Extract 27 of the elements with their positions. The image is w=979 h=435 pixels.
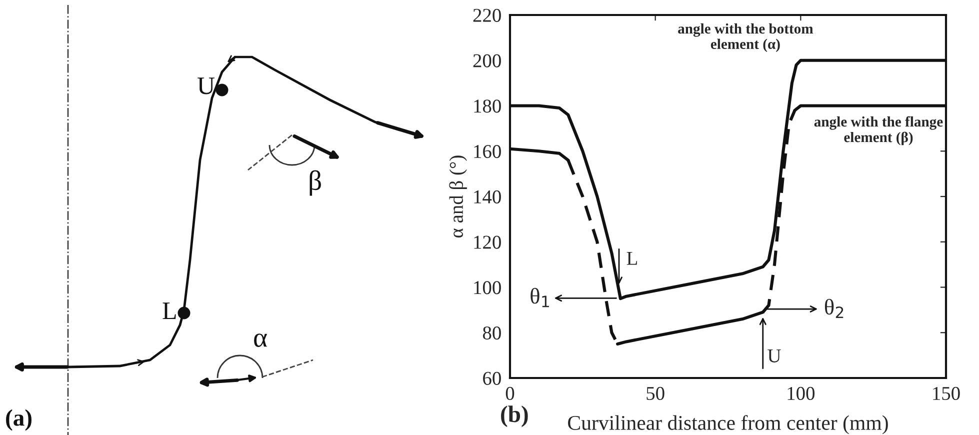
text: (b): [501, 406, 528, 427]
annotation: U: [768, 350, 781, 362]
text: (a): [6, 409, 32, 431]
x-tick-label: 0: [506, 386, 514, 400]
y-tick-label: 80: [482, 326, 501, 340]
text: β: [310, 170, 321, 196]
x-tick-label: 150: [933, 386, 960, 400]
y-tick-label: 120: [474, 236, 501, 249]
annotation: L: [626, 252, 637, 265]
annotation: angle with the bottom element (α): [678, 23, 814, 52]
x-axis-title: Curvilinear distance from center (mm): [568, 415, 888, 434]
text: U: [198, 78, 215, 94]
text: L: [162, 302, 176, 320]
y-axis-title: α and β (°): [449, 156, 467, 238]
annotation: angle with the flange element (β): [814, 116, 943, 146]
y-tick-label: 100: [474, 281, 501, 294]
y-tick-label: 200: [473, 54, 501, 68]
y-tick-label: 160: [474, 144, 501, 158]
text: α: [254, 334, 267, 347]
annotation: θ$_{1}$: [530, 288, 549, 308]
x-tick-label: 100: [788, 386, 815, 400]
y-tick-label: 60: [483, 372, 501, 385]
annotation: θ$_{2}$: [824, 298, 844, 318]
y-tick-label: 140: [474, 190, 501, 204]
y-tick-label: 220: [473, 8, 501, 22]
y-tick-label: 180: [474, 100, 501, 113]
x-tick-label: 50: [646, 386, 664, 400]
